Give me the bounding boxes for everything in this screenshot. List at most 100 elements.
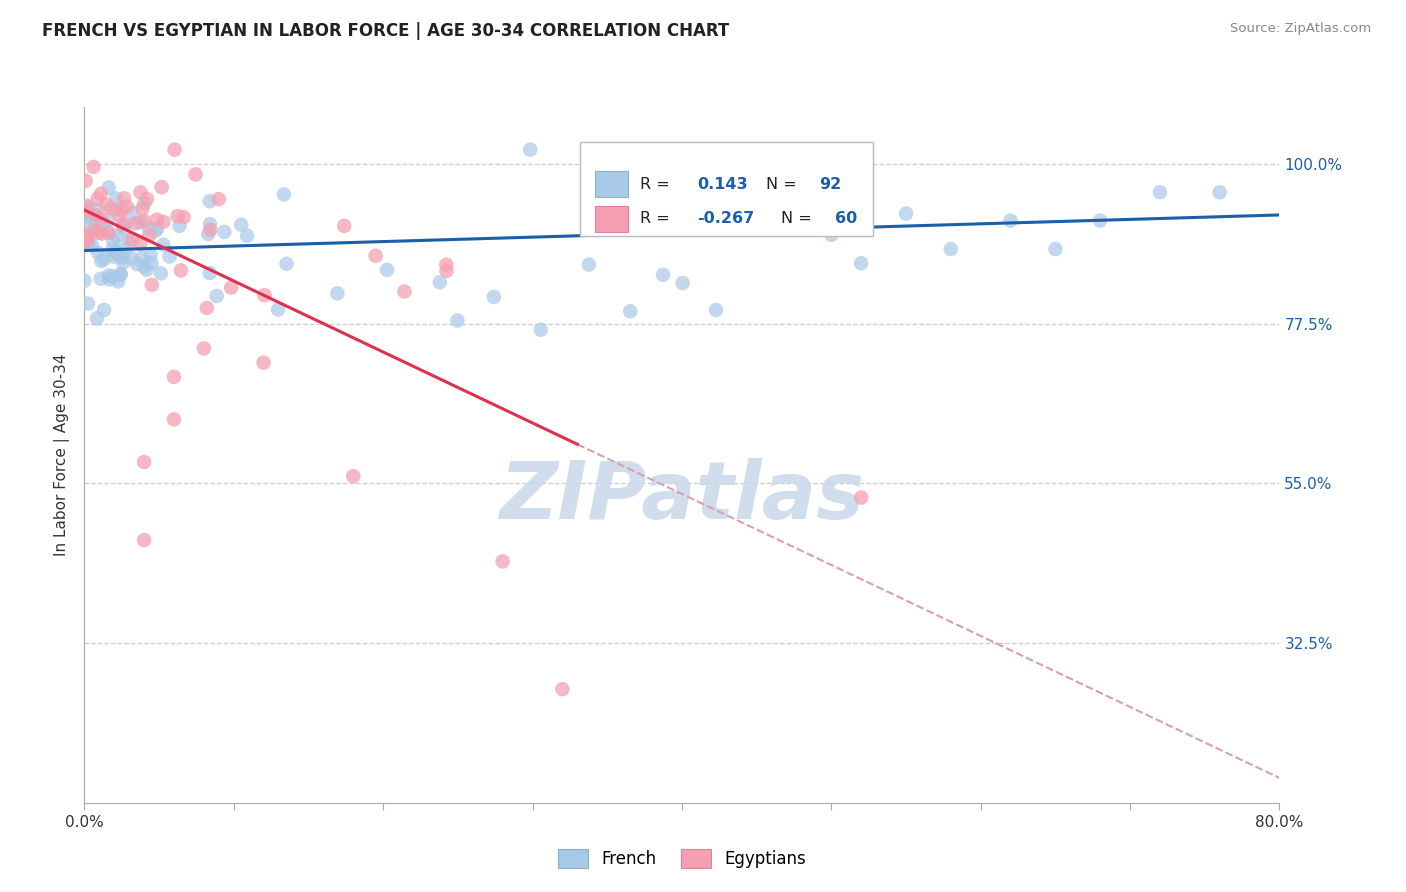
Point — [96, 198, 118, 212]
Point — [83, 224, 105, 238]
Point — [104, 191, 127, 205]
Point — [894, 206, 917, 220]
Point — [253, 288, 276, 302]
Point — [75, 203, 97, 218]
Text: Source: ZipAtlas.com: Source: ZipAtlas.com — [1230, 22, 1371, 36]
Point — [108, 249, 131, 263]
Point — [375, 263, 398, 277]
Point — [205, 289, 228, 303]
Point — [429, 275, 451, 289]
Legend: French, Egyptians: French, Egyptians — [551, 842, 813, 874]
Point — [198, 194, 221, 209]
Point — [80, 238, 103, 252]
Point — [551, 682, 574, 697]
Point — [146, 222, 169, 236]
Point — [170, 263, 193, 277]
Point — [77, 296, 100, 310]
Point — [93, 302, 115, 317]
Point — [118, 233, 141, 247]
Point — [115, 200, 138, 214]
Point — [120, 251, 142, 265]
Point — [333, 219, 356, 233]
Point — [90, 227, 112, 241]
Point — [134, 196, 156, 211]
Point — [214, 225, 236, 239]
Point — [482, 290, 505, 304]
Point — [184, 168, 207, 182]
Point — [73, 227, 96, 241]
Point — [134, 214, 156, 228]
Point — [75, 227, 97, 242]
Point — [132, 455, 156, 469]
Point — [136, 192, 159, 206]
Point — [150, 180, 173, 194]
Point — [112, 250, 135, 264]
Point — [79, 213, 101, 227]
Point — [143, 224, 166, 238]
Point — [83, 160, 105, 174]
Point — [110, 202, 132, 217]
Point — [1208, 186, 1232, 200]
Point — [76, 234, 98, 248]
Point — [104, 202, 127, 216]
Point — [76, 211, 98, 225]
Point — [90, 186, 112, 201]
Point — [849, 256, 872, 270]
Point — [849, 491, 872, 505]
Point — [446, 313, 468, 327]
Point — [132, 533, 156, 548]
Point — [704, 302, 727, 317]
Point — [125, 257, 148, 271]
Point — [107, 274, 129, 288]
Point — [86, 192, 108, 206]
Point — [364, 249, 387, 263]
Point — [138, 228, 160, 243]
Point — [97, 212, 120, 227]
Point — [129, 186, 152, 200]
Point — [101, 269, 124, 284]
Point — [90, 254, 112, 268]
Point — [713, 179, 735, 194]
Point — [166, 209, 188, 223]
Point — [326, 286, 349, 301]
Point — [173, 211, 195, 225]
FancyBboxPatch shape — [595, 171, 628, 197]
Point — [159, 250, 181, 264]
Point — [73, 274, 96, 288]
Text: FRENCH VS EGYPTIAN IN LABOR FORCE | AGE 30-34 CORRELATION CHART: FRENCH VS EGYPTIAN IN LABOR FORCE | AGE … — [42, 22, 730, 40]
Point — [741, 201, 763, 215]
Text: R =: R = — [640, 177, 675, 192]
Point — [105, 229, 128, 244]
Point — [77, 200, 100, 214]
Point — [76, 199, 98, 213]
Point — [200, 223, 222, 237]
Point — [519, 143, 541, 157]
Point — [97, 226, 120, 240]
Point — [219, 280, 242, 294]
Point — [198, 266, 221, 280]
Point — [197, 227, 219, 241]
Point — [112, 221, 135, 235]
Point — [121, 205, 143, 219]
Point — [193, 342, 215, 356]
Point — [91, 216, 114, 230]
Text: 60: 60 — [835, 211, 858, 227]
Point — [105, 244, 128, 259]
Point — [939, 242, 962, 256]
Point — [1088, 213, 1111, 227]
Point — [394, 285, 416, 299]
Point — [103, 250, 125, 264]
Point — [169, 219, 191, 233]
Point — [96, 224, 118, 238]
Point — [100, 202, 122, 216]
Point — [135, 262, 157, 277]
Text: ZIPatlas: ZIPatlas — [499, 458, 865, 536]
Point — [146, 212, 169, 227]
Point — [111, 218, 134, 232]
FancyBboxPatch shape — [581, 142, 873, 235]
Point — [86, 203, 108, 218]
Point — [253, 356, 276, 370]
Point — [114, 242, 136, 256]
Point — [152, 215, 174, 229]
Point — [97, 268, 120, 283]
